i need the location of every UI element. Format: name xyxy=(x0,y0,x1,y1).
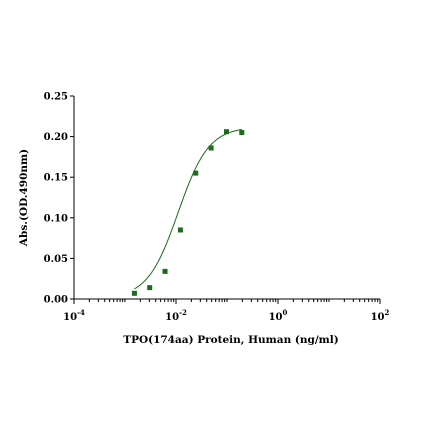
data-point xyxy=(147,285,153,291)
x-tick-label: 10-4 xyxy=(63,308,85,323)
data-points-layer xyxy=(131,129,245,296)
y-tick-label: 0.25 xyxy=(44,92,68,103)
y-tick-label: 0.20 xyxy=(44,132,68,143)
data-point xyxy=(223,129,229,135)
fit-curve xyxy=(134,128,242,290)
x-tick-label: 10-2 xyxy=(165,308,187,323)
data-point xyxy=(177,227,183,233)
fit-curve-layer xyxy=(134,128,242,290)
data-point xyxy=(208,145,214,151)
x-tick-label: 102 xyxy=(371,308,390,323)
x-tick-label: 100 xyxy=(269,308,288,323)
data-point xyxy=(193,170,199,176)
y-tick-label: 0.05 xyxy=(44,254,68,265)
data-point xyxy=(131,290,137,296)
y-tick-label: 0.10 xyxy=(44,213,68,224)
y-tick-label: 0.15 xyxy=(44,173,68,184)
axes xyxy=(73,96,380,300)
x-axis-label: TPO(174aa) Protein, Human (ng/ml) xyxy=(123,334,338,346)
y-axis-label: Abs.(OD.490nm) xyxy=(18,149,30,247)
data-point xyxy=(239,130,245,136)
y-tick-label: 0.00 xyxy=(44,295,68,306)
ticks: 0.00 0.05 0.10 0.15 0.20 0.25 10-4 10-2 100 102 xyxy=(44,92,390,324)
data-point xyxy=(162,268,168,274)
